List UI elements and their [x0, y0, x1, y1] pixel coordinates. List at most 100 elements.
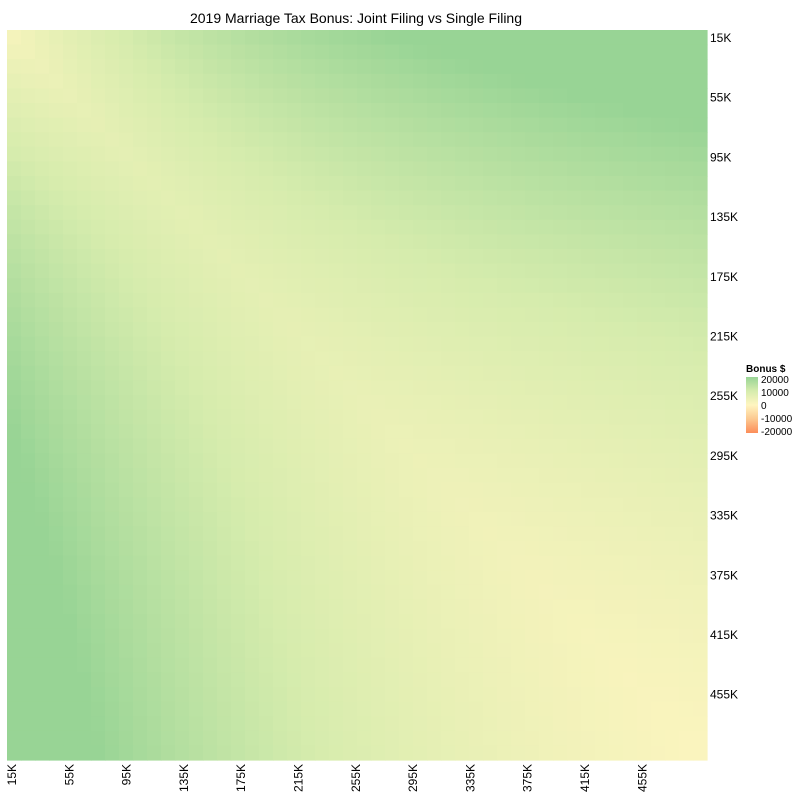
y-tick-label: 295K: [710, 449, 738, 463]
heatmap-cell: [441, 453, 456, 469]
heatmap-cell: [455, 687, 470, 703]
heatmap-cell: [637, 497, 652, 513]
heatmap-cell: [539, 365, 554, 381]
heatmap-cell: [539, 497, 554, 513]
heatmap-cell: [287, 249, 302, 265]
heatmap-cell: [399, 44, 414, 60]
heatmap-cell: [679, 716, 694, 732]
heatmap-cell: [581, 205, 596, 221]
heatmap-cell: [553, 541, 568, 557]
heatmap-cell: [77, 614, 92, 630]
heatmap-cell: [385, 278, 400, 294]
heatmap-cell: [357, 438, 372, 454]
heatmap-cell: [455, 249, 470, 265]
heatmap-cell: [147, 657, 162, 673]
heatmap-cell: [651, 687, 666, 703]
heatmap-cell: [63, 59, 78, 75]
heatmap-cell: [497, 672, 512, 688]
heatmap-cell: [175, 103, 190, 119]
heatmap-cell: [665, 584, 680, 600]
heatmap-cell: [637, 687, 652, 703]
heatmap-cell: [539, 249, 554, 265]
heatmap-cell: [567, 88, 582, 104]
heatmap-cell: [441, 599, 456, 615]
heatmap-cell: [469, 88, 484, 104]
heatmap-cell: [581, 322, 596, 338]
heatmap-cell: [203, 453, 218, 469]
heatmap-cell: [21, 146, 36, 162]
heatmap-cell: [595, 672, 610, 688]
heatmap-cell: [609, 614, 624, 630]
heatmap-cell: [665, 570, 680, 586]
heatmap-cell: [693, 263, 708, 279]
heatmap-cell: [567, 468, 582, 484]
heatmap-cell: [273, 103, 288, 119]
heatmap-cell: [357, 584, 372, 600]
heatmap-cell: [455, 643, 470, 659]
heatmap-cell: [175, 161, 190, 177]
heatmap-cell: [49, 628, 64, 644]
heatmap-cell: [651, 599, 666, 615]
heatmap-cell: [231, 292, 246, 308]
heatmap-cell: [259, 103, 274, 119]
heatmap-cell: [427, 482, 442, 498]
heatmap-cell: [581, 395, 596, 411]
heatmap-cell: [693, 73, 708, 89]
heatmap-cell: [63, 365, 78, 381]
heatmap-cell: [637, 409, 652, 425]
heatmap-cell: [651, 146, 666, 162]
heatmap-cell: [287, 73, 302, 89]
heatmap-cell: [147, 146, 162, 162]
heatmap-cell: [469, 555, 484, 571]
heatmap-cell: [63, 117, 78, 133]
heatmap-cell: [651, 468, 666, 484]
heatmap-cell: [371, 190, 386, 206]
heatmap-cell: [203, 234, 218, 250]
heatmap-cell: [651, 292, 666, 308]
heatmap-cell: [371, 278, 386, 294]
heatmap-cell: [105, 672, 120, 688]
heatmap-cell: [175, 584, 190, 600]
heatmap-cell: [651, 497, 666, 513]
heatmap-cell: [35, 59, 50, 75]
heatmap-cell: [567, 628, 582, 644]
heatmap-cell: [77, 599, 92, 615]
heatmap-cell: [203, 205, 218, 221]
heatmap-cell: [21, 30, 36, 46]
heatmap-cell: [315, 643, 330, 659]
heatmap-cell: [301, 643, 316, 659]
heatmap-cell: [301, 278, 316, 294]
heatmap-cell: [49, 526, 64, 542]
heatmap-cell: [441, 672, 456, 688]
heatmap-cell: [245, 687, 260, 703]
heatmap-cell: [7, 176, 22, 192]
heatmap-cell: [7, 745, 22, 761]
heatmap-cell: [539, 132, 554, 148]
heatmap-cell: [217, 322, 232, 338]
heatmap-cell: [665, 249, 680, 265]
heatmap-cell: [203, 599, 218, 615]
heatmap-cell: [525, 205, 540, 221]
heatmap-cell: [609, 132, 624, 148]
heatmap-cell: [567, 322, 582, 338]
heatmap-cell: [63, 657, 78, 673]
heatmap-cell: [651, 716, 666, 732]
heatmap-cell: [231, 176, 246, 192]
heatmap-cell: [427, 219, 442, 235]
heatmap-cell: [483, 468, 498, 484]
heatmap-cell: [385, 701, 400, 717]
heatmap-cell: [581, 643, 596, 659]
heatmap-cell: [483, 30, 498, 46]
heatmap-cell: [553, 292, 568, 308]
heatmap-cell: [91, 59, 106, 75]
heatmap-cell: [427, 103, 442, 119]
heatmap-cell: [539, 190, 554, 206]
heatmap-cell: [7, 482, 22, 498]
heatmap-cell: [483, 103, 498, 119]
heatmap-cell: [301, 263, 316, 279]
heatmap-cell: [567, 745, 582, 761]
heatmap-cell: [651, 541, 666, 557]
heatmap-cell: [385, 687, 400, 703]
heatmap-cell: [161, 497, 176, 513]
heatmap-cell: [203, 687, 218, 703]
